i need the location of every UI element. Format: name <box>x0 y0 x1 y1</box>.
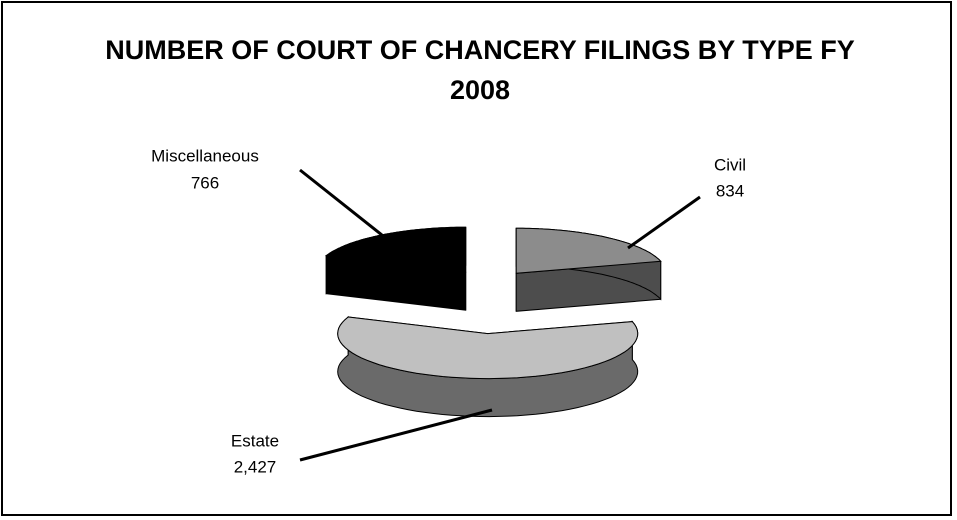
slice-value: 766 <box>191 173 219 192</box>
slice-top <box>337 316 639 380</box>
pie-slice <box>324 226 467 311</box>
slice-value: 2,427 <box>234 457 277 476</box>
chart-title: NUMBER OF COURT OF CHANCERY FILINGS BY T… <box>105 35 855 105</box>
leader-line <box>299 408 493 462</box>
slice-label: Civil <box>714 155 746 174</box>
leader-line <box>627 195 701 250</box>
slice-label: Miscellaneous <box>151 146 259 165</box>
slice-top <box>515 227 662 274</box>
slice-label: Estate <box>231 431 279 450</box>
slice-value: 834 <box>716 181 744 200</box>
pie-slice <box>515 227 662 312</box>
pie-slice <box>337 315 639 418</box>
leader-line <box>299 168 393 245</box>
